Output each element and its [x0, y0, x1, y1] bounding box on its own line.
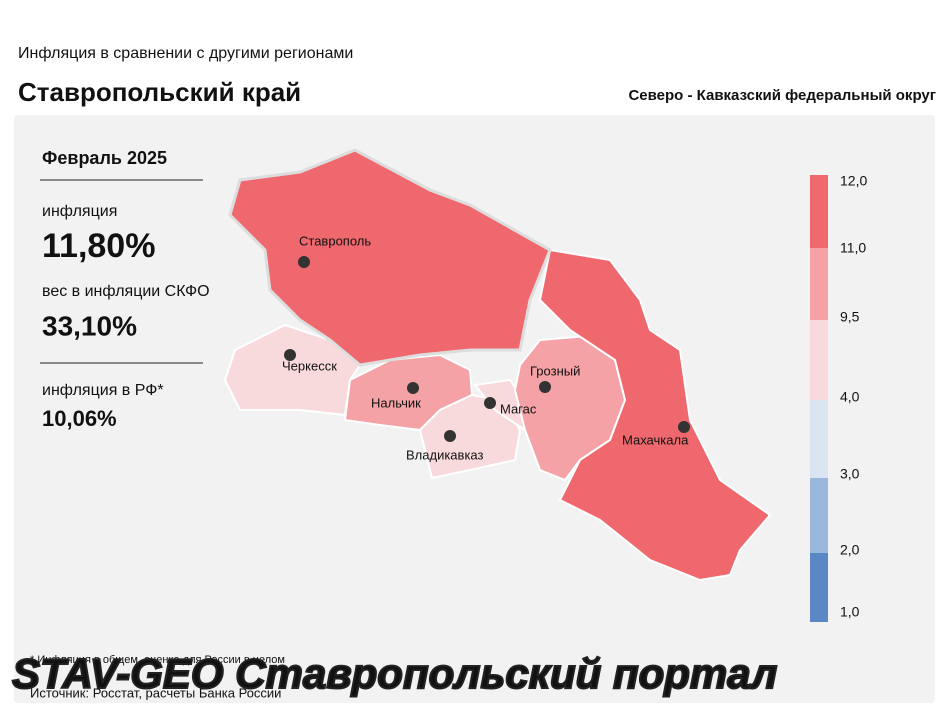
legend-swatch: [810, 478, 828, 553]
city-dot: [444, 430, 456, 442]
city-label: Грозный: [530, 363, 580, 378]
legend-swatch: [810, 400, 828, 478]
watermark: STAV-GEO Ставропольский портал: [12, 650, 777, 697]
legend-label: 9,5: [840, 309, 860, 325]
city-label: Нальчик: [371, 395, 421, 410]
city-dot: [407, 382, 419, 394]
rf-value: 10,06%: [42, 406, 117, 431]
city-label: Владикавказ: [406, 447, 484, 462]
legend-label: 12,0: [840, 173, 867, 189]
city-label: Ставрополь: [299, 233, 371, 248]
legend-swatch: [810, 320, 828, 400]
subtitle: Инфляция в сравнении с другими регионами: [18, 45, 353, 62]
weight-value: 33,10%: [42, 310, 137, 341]
weight-label: вес в инфляции СКФО: [42, 283, 210, 300]
legend-swatch: [810, 175, 828, 248]
city-label: Магас: [500, 401, 537, 416]
region: [538, 248, 772, 582]
city-label: Черкесск: [282, 358, 337, 373]
period: Февраль 2025: [42, 148, 167, 168]
map: [223, 148, 772, 582]
footnote: * Инфляция в общем, оценка для России в …: [30, 654, 285, 666]
region: [228, 148, 552, 367]
legend-label: 2,0: [840, 542, 860, 558]
legend-label: 3,0: [840, 466, 860, 482]
inflation-value: 11,80%: [42, 227, 155, 265]
district: Северо - Кавказский федеральный округ: [628, 87, 936, 104]
legend-label: 11,0: [840, 240, 866, 256]
legend: 12,0 11,0 9,5 4,0 3,0 2,0 1,0: [810, 173, 867, 622]
legend-swatch: [810, 248, 828, 320]
legend-label: 1,0: [840, 604, 860, 620]
source: Источник: Росстат, расчеты Банка России: [30, 685, 281, 700]
city-dot: [484, 397, 496, 409]
legend-label: 4,0: [840, 389, 860, 405]
city-dot: [678, 421, 690, 433]
city-dot: [539, 381, 551, 393]
city-dot: [298, 256, 310, 268]
inflation-label: инфляция: [42, 203, 117, 220]
city-label: Махачкала: [622, 432, 689, 447]
title: Ставропольский край: [18, 77, 301, 107]
city-dot: [284, 349, 296, 361]
region: [418, 393, 522, 480]
rf-label: инфляция в РФ*: [42, 382, 164, 399]
cities: Ставрополь Черкесск Нальчик Магас Грозны…: [282, 233, 690, 462]
legend-swatch: [810, 553, 828, 622]
